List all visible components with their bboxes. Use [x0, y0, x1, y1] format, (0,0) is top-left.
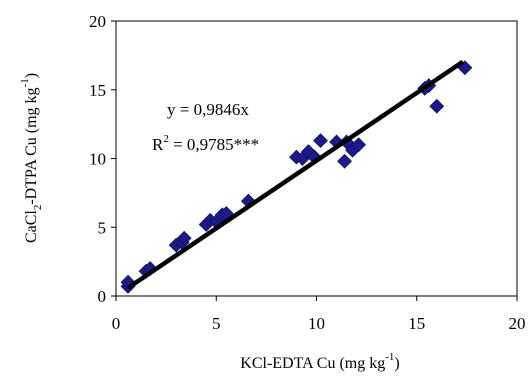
- data-point: [337, 153, 352, 169]
- y-tick-label: 15: [89, 81, 106, 100]
- data-point: [313, 133, 328, 149]
- data-point: [351, 137, 367, 153]
- x-tick-label: 10: [308, 314, 325, 333]
- data-point: [429, 98, 445, 114]
- x-tick-label: 15: [408, 314, 425, 333]
- y-axis-label: CaCl2-DTPA Cu (mg kg-1): [19, 73, 44, 243]
- y-tick-label: 20: [89, 12, 106, 31]
- fit-line-group: [126, 59, 465, 290]
- y-tick-label: 10: [89, 150, 106, 169]
- fit-line: [126, 59, 465, 290]
- x-axis-label: KCl-EDTA Cu (mg kg-1): [240, 351, 399, 372]
- data-point: [176, 230, 192, 246]
- axis-ticks: 0 5 10 15 20 0 5 10 15 20: [89, 12, 526, 333]
- x-tick-label: 0: [112, 314, 121, 333]
- y-tick-label: 0: [98, 287, 107, 306]
- x-tick-label: 20: [509, 314, 526, 333]
- x-tick-label: 5: [212, 314, 221, 333]
- y-tick-label: 5: [98, 218, 107, 237]
- r2-annotation: R2 = 0,9785***: [152, 133, 259, 154]
- equation-annotation: y = 0,9846x: [167, 100, 249, 119]
